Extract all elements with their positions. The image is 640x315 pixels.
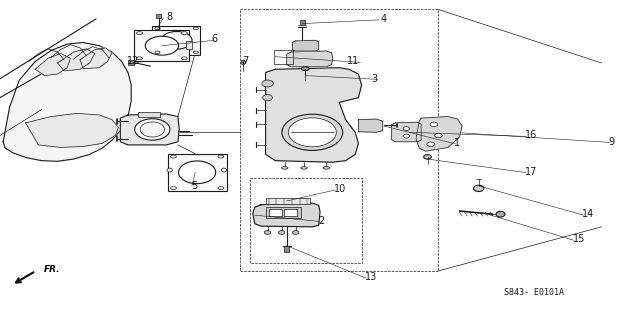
Ellipse shape: [262, 94, 273, 101]
Text: 12: 12: [127, 56, 140, 66]
Ellipse shape: [496, 211, 505, 217]
Polygon shape: [26, 113, 118, 147]
Bar: [152, 26, 200, 55]
Polygon shape: [253, 203, 320, 227]
Ellipse shape: [182, 57, 188, 60]
Ellipse shape: [282, 114, 343, 151]
Text: 13: 13: [365, 272, 377, 282]
Bar: [269, 209, 282, 216]
Ellipse shape: [301, 167, 307, 169]
Bar: [240, 9, 438, 271]
Text: 8: 8: [166, 12, 173, 22]
Ellipse shape: [155, 51, 160, 54]
Text: 2: 2: [319, 215, 325, 226]
Bar: [134, 30, 189, 61]
Ellipse shape: [155, 27, 160, 30]
Bar: [284, 209, 297, 216]
Ellipse shape: [403, 127, 410, 130]
Polygon shape: [292, 40, 319, 51]
Ellipse shape: [221, 168, 227, 172]
Bar: [168, 154, 227, 191]
Bar: [266, 198, 310, 204]
Ellipse shape: [135, 119, 170, 140]
Polygon shape: [58, 49, 95, 71]
Polygon shape: [3, 43, 131, 161]
Ellipse shape: [241, 60, 246, 65]
Text: 17: 17: [525, 167, 537, 177]
Text: 10: 10: [334, 184, 346, 194]
Text: 14: 14: [582, 209, 595, 219]
Bar: [156, 14, 161, 18]
Text: 9: 9: [608, 137, 614, 147]
Ellipse shape: [218, 186, 224, 189]
Ellipse shape: [278, 231, 285, 234]
Ellipse shape: [137, 32, 143, 35]
Polygon shape: [35, 54, 70, 76]
Bar: [128, 60, 134, 65]
Text: S843- E0101A: S843- E0101A: [504, 289, 564, 297]
Text: 16: 16: [525, 130, 537, 140]
Ellipse shape: [427, 142, 435, 146]
Polygon shape: [416, 117, 462, 151]
Bar: [250, 178, 362, 263]
Text: FR.: FR.: [44, 265, 60, 274]
Ellipse shape: [179, 161, 216, 184]
Ellipse shape: [182, 32, 188, 35]
Ellipse shape: [424, 155, 431, 159]
Polygon shape: [358, 119, 383, 132]
Text: 11: 11: [348, 56, 360, 66]
Text: 6: 6: [211, 34, 218, 44]
Ellipse shape: [140, 122, 164, 137]
Ellipse shape: [161, 32, 192, 49]
Ellipse shape: [474, 185, 484, 192]
Ellipse shape: [193, 51, 198, 54]
Text: 7: 7: [242, 56, 248, 66]
Ellipse shape: [288, 118, 337, 147]
Bar: [300, 20, 305, 25]
Ellipse shape: [137, 57, 143, 60]
Polygon shape: [80, 48, 112, 69]
Ellipse shape: [301, 67, 309, 71]
Ellipse shape: [323, 167, 330, 169]
Ellipse shape: [145, 36, 179, 55]
Polygon shape: [120, 114, 179, 145]
Ellipse shape: [292, 231, 299, 234]
Polygon shape: [392, 122, 421, 142]
Ellipse shape: [193, 27, 198, 30]
Text: 5: 5: [191, 181, 197, 191]
Ellipse shape: [167, 168, 172, 172]
Bar: [284, 246, 289, 252]
Polygon shape: [287, 51, 333, 67]
Text: 4: 4: [381, 14, 387, 24]
Ellipse shape: [430, 122, 438, 127]
Text: 3: 3: [371, 74, 378, 84]
Ellipse shape: [262, 80, 273, 87]
Polygon shape: [266, 68, 362, 162]
Text: 15: 15: [573, 234, 585, 244]
Bar: [266, 207, 301, 218]
Ellipse shape: [264, 231, 271, 234]
Ellipse shape: [282, 167, 288, 169]
Bar: [186, 41, 192, 49]
Text: 1: 1: [454, 138, 461, 148]
Ellipse shape: [435, 133, 442, 138]
Ellipse shape: [403, 134, 410, 138]
Ellipse shape: [218, 155, 224, 158]
Bar: [138, 112, 160, 117]
Ellipse shape: [170, 186, 177, 189]
Bar: [274, 50, 293, 64]
Ellipse shape: [170, 155, 177, 158]
